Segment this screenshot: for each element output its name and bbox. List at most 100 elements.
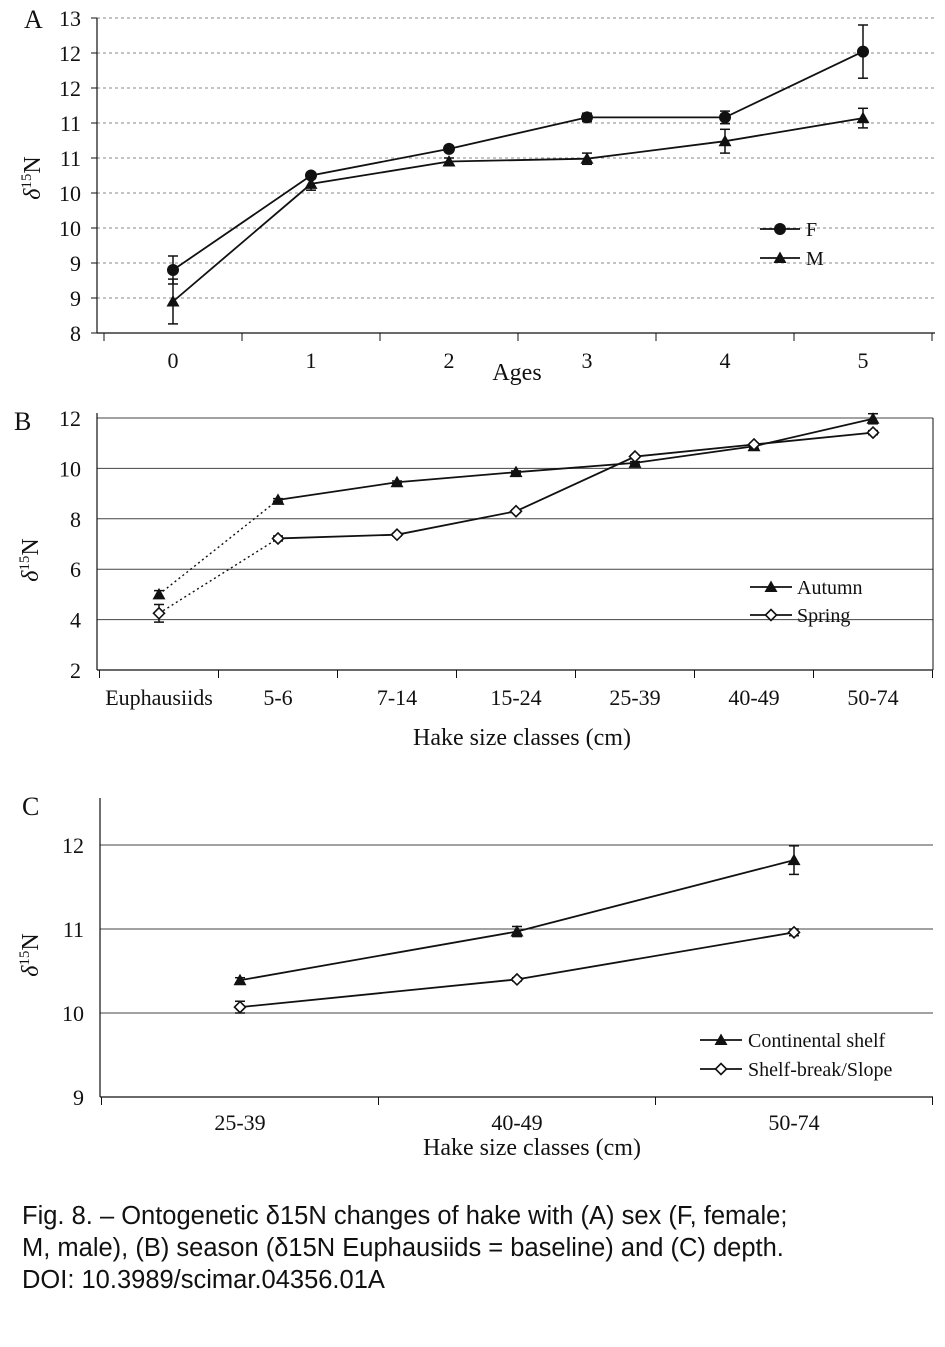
legend-label: Spring xyxy=(797,605,850,627)
y-tick-label: 8 xyxy=(70,507,81,532)
data-point xyxy=(718,134,732,147)
x-tick-label: 5 xyxy=(858,348,869,373)
y-tick-label: 8 xyxy=(70,321,81,346)
y-tick-label: 9 xyxy=(70,251,81,276)
legend-marker xyxy=(714,1062,728,1076)
legend-label: M xyxy=(806,248,824,270)
data-point xyxy=(443,142,455,155)
x-axis-label: Ages xyxy=(492,360,541,386)
data-point xyxy=(510,972,524,987)
y-axis-label: δ15N xyxy=(17,538,44,582)
x-tick-label: 5-6 xyxy=(263,685,292,710)
chart-panel-c: C 9 10 11 12 25-39 40-49 50-74 Hake size classes… xyxy=(17,792,933,1161)
legend-entry: M xyxy=(760,248,824,270)
x-axis-label: Hake size classes (cm) xyxy=(413,725,631,751)
x-tick-label: 4 xyxy=(720,348,731,373)
data-point xyxy=(787,925,801,939)
legend-entry: Autumn xyxy=(750,577,863,599)
legend-label: F xyxy=(806,219,817,241)
series-dotted-link xyxy=(158,537,279,614)
data-point xyxy=(580,152,594,164)
data-point xyxy=(857,45,869,58)
y-axis-label: δ15N xyxy=(19,156,46,200)
x-tick-label: 15-24 xyxy=(490,685,541,710)
data-point xyxy=(442,155,456,167)
data-point xyxy=(747,437,761,452)
data-point xyxy=(390,475,404,488)
y-tick-label: 11 xyxy=(60,146,81,171)
figure-caption: Fig. 8. – Ontogenetic δ15N changes of ha… xyxy=(22,1200,937,1296)
legend-entry: Continental shelf xyxy=(700,1030,886,1052)
series-spring xyxy=(152,425,880,623)
y-tick-label: 12 xyxy=(59,406,81,431)
legend-label: Autumn xyxy=(797,577,863,599)
x-tick-label: 1 xyxy=(306,348,317,373)
x-tick-label: 0 xyxy=(168,348,179,373)
series-line xyxy=(239,859,795,982)
data-point xyxy=(866,425,880,440)
y-tick-label: 4 xyxy=(70,608,81,633)
y-axis-label: δ15N xyxy=(17,933,44,977)
legend-entry: Shelf-break/Slope xyxy=(700,1059,893,1081)
data-point xyxy=(152,606,166,620)
legend-marker xyxy=(774,223,786,235)
chart-panel-b: B 2 4 6 8 10 12 Euphausiids 5-6 7-14 15-24 25-39 40-… xyxy=(14,406,934,751)
x-tick-label: 40-49 xyxy=(491,1110,542,1135)
x-tick-label: 50-74 xyxy=(847,685,898,710)
y-tick-label: 2 xyxy=(70,658,81,683)
series-line xyxy=(277,417,874,501)
data-point xyxy=(509,504,523,518)
x-tick-label: 25-39 xyxy=(214,1110,265,1135)
series-dotted-link xyxy=(158,499,279,595)
data-point xyxy=(866,412,880,424)
y-tick-label: 11 xyxy=(60,111,81,136)
series-shelf-break-slope xyxy=(233,925,801,1014)
series-f xyxy=(167,24,869,285)
panel-letter: A xyxy=(24,5,43,34)
data-point xyxy=(305,169,317,182)
y-tick-label: 10 xyxy=(59,216,81,241)
caption-line-1: Fig. 8. – Ontogenetic δ15N changes of ha… xyxy=(22,1202,788,1230)
data-point xyxy=(167,264,179,276)
data-point xyxy=(628,449,642,464)
data-point xyxy=(719,111,731,124)
legend-marker xyxy=(764,608,778,622)
caption-line-3: DOI: 10.3989/scimar.04356.01A xyxy=(22,1266,385,1294)
y-tick-label: 9 xyxy=(73,1085,84,1110)
x-tick-label: 7-14 xyxy=(377,685,417,710)
caption-line-2: M, male), (B) season (δ15N Euphausiids =… xyxy=(22,1234,784,1262)
x-tick-label: 50-74 xyxy=(768,1110,819,1135)
data-point xyxy=(166,295,180,307)
series-line xyxy=(172,117,864,303)
legend-marker xyxy=(764,580,778,592)
panel-letter: C xyxy=(22,792,39,821)
data-point xyxy=(390,528,404,542)
legend-label: Continental shelf xyxy=(748,1030,886,1052)
legend-marker xyxy=(714,1033,728,1045)
data-point xyxy=(581,111,593,124)
data-point xyxy=(233,973,247,986)
y-tick-label: 13 xyxy=(59,6,81,31)
x-tick-label: 2 xyxy=(444,348,455,373)
series-line xyxy=(172,50,864,271)
y-tick-label: 12 xyxy=(59,76,81,101)
y-tick-label: 10 xyxy=(62,1001,84,1026)
data-point xyxy=(271,493,285,505)
legend-marker xyxy=(773,251,787,263)
panel-letter: B xyxy=(14,407,31,436)
data-point xyxy=(233,1000,247,1014)
data-point xyxy=(509,465,523,478)
data-point xyxy=(152,587,166,600)
series-continental-shelf xyxy=(233,845,801,986)
data-point xyxy=(510,925,524,937)
series-m xyxy=(166,107,870,325)
series-line xyxy=(239,931,795,1009)
data-point xyxy=(856,111,870,124)
data-point xyxy=(271,531,285,546)
x-tick-label: Euphausiids xyxy=(105,685,213,710)
x-tick-label: 25-39 xyxy=(609,685,660,710)
legend-entry: F xyxy=(760,219,817,241)
data-point xyxy=(787,853,801,866)
